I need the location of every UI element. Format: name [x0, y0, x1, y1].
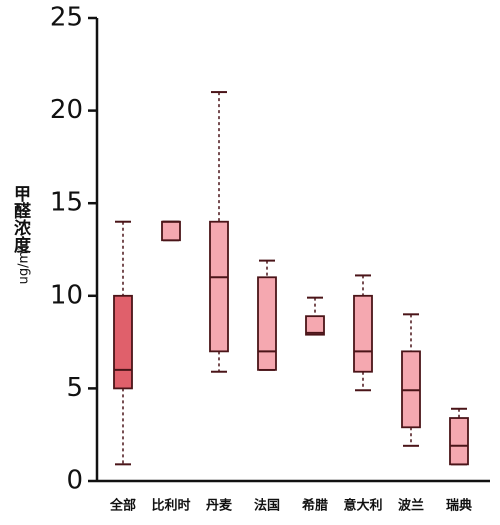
box [305, 315, 325, 336]
y-tick-label: 20 [50, 95, 83, 125]
box [209, 220, 229, 353]
x-tick-label: 希腊 [302, 498, 328, 514]
y-axis-unit: ug/m³ [17, 246, 32, 285]
x-tick-label: 法国 [254, 498, 280, 514]
y-axis-label: 甲醛浓度 [10, 185, 31, 254]
x-tick-label: 丹麦 [206, 498, 233, 514]
y-tick-label: 0 [66, 466, 83, 496]
box [113, 294, 133, 390]
box [353, 294, 373, 373]
x-tick-label: 波兰 [398, 498, 424, 514]
y-tick-label: 10 [50, 280, 83, 310]
x-tick-label: 比利时 [151, 498, 190, 514]
box [449, 417, 469, 466]
y-tick-label: 15 [50, 188, 83, 218]
x-tick-label: 全部 [109, 498, 136, 514]
y-tick-label: 5 [66, 373, 83, 403]
x-tick-label: 意大利 [343, 498, 382, 514]
box [161, 220, 181, 242]
box [257, 276, 277, 371]
y-tick-label: 25 [50, 3, 83, 33]
x-tick-label: 瑞典 [446, 498, 472, 514]
